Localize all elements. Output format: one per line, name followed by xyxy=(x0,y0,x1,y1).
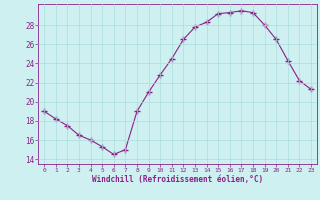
X-axis label: Windchill (Refroidissement éolien,°C): Windchill (Refroidissement éolien,°C) xyxy=(92,175,263,184)
